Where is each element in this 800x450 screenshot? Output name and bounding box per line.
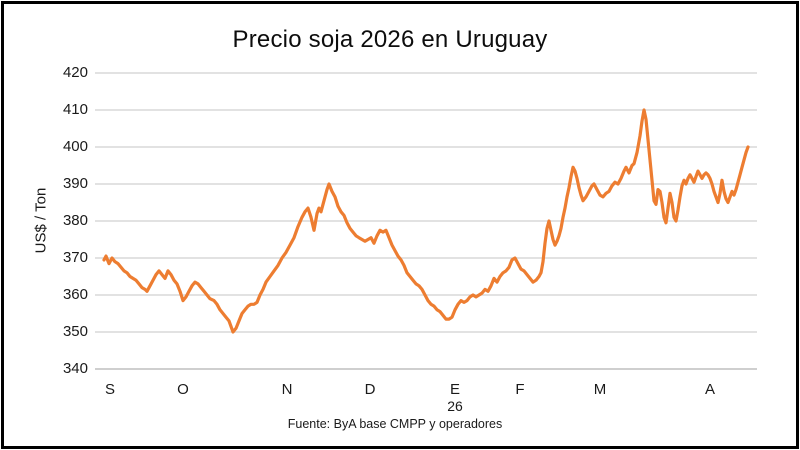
y-axis-label: 420 [62, 64, 88, 81]
y-axis-label: 380 [62, 212, 88, 229]
y-axis-label: 410 [62, 101, 88, 118]
chart-title: Precio soja 2026 en Uruguay [232, 26, 548, 53]
x-axis-label: F [515, 381, 525, 398]
source-caption: Fuente: ByA base CMPP y operadores [287, 417, 503, 431]
x-axis-label: O [177, 381, 189, 398]
y-axis-label: 350 [62, 323, 88, 340]
x-axis-label: S [104, 381, 115, 398]
x-axis-year-label: 26 [447, 398, 463, 414]
y-axis-label: 340 [62, 360, 88, 377]
x-axis-label: A [704, 381, 715, 398]
y-axis-label: 370 [62, 249, 88, 266]
x-axis-label: M [593, 381, 607, 398]
x-axis-label: D [364, 381, 376, 398]
y-axis-label: 390 [62, 175, 88, 192]
x-axis-label: N [281, 381, 293, 398]
x-axis-label: E [449, 381, 460, 398]
y-axis-label: 360 [62, 286, 88, 303]
y-axis-label: 400 [62, 138, 88, 155]
price-line [102, 108, 750, 334]
